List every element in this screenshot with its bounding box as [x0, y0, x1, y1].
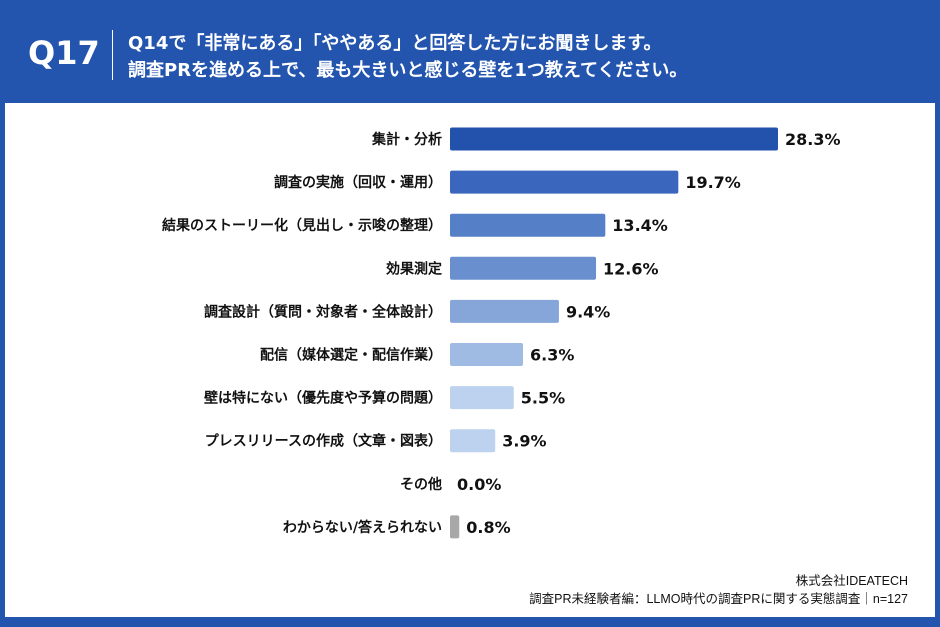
category-label: 効果測定	[386, 260, 442, 277]
header-divider	[112, 30, 113, 80]
value-label: 5.5%	[521, 389, 565, 408]
value-label: 6.3%	[530, 346, 574, 365]
bar	[450, 343, 524, 366]
value-label: 3.9%	[502, 432, 546, 451]
value-label: 12.6%	[603, 259, 659, 278]
source-note: 調査PR未経験者編：LLMO時代の調査PRに関する実態調査｜n=127	[529, 592, 908, 606]
bar	[450, 429, 496, 453]
bar	[450, 170, 679, 194]
bar	[450, 127, 778, 151]
value-label: 9.4%	[566, 302, 610, 321]
category-label: プレスリリースの作成（文章・図表）	[205, 433, 442, 450]
category-label: その他	[400, 476, 442, 493]
bar	[450, 213, 606, 237]
category-label: わからない/答えられない	[283, 519, 442, 536]
value-label: 28.3%	[785, 130, 841, 149]
bar	[450, 515, 460, 539]
question-number: Q17	[28, 34, 100, 72]
category-label: 結果のストーリー化（見出し・示唆の整理）	[162, 217, 442, 234]
bar	[450, 299, 559, 323]
category-label: 配信（媒体選定・配信作業）	[260, 347, 442, 364]
company-name: 株式会社IDEATECH	[795, 574, 908, 588]
value-label: 13.4%	[612, 216, 668, 235]
question-title: Q14で「非常にある」「ややある」と回答した方にお聞きします。 調査PRを進める…	[128, 30, 687, 84]
value-label: 0.8%	[466, 518, 510, 537]
bar	[450, 386, 514, 410]
category-label: 調査の実施（回収・運用）	[274, 174, 442, 191]
category-label: 集計・分析	[371, 131, 442, 148]
footer: 株式会社IDEATECH 調査PR未経験者編：LLMO時代の調査PRに関する実態…	[529, 572, 908, 608]
question-line-2: 調査PRを進める上で、最も大きいと感じる壁を1つ教えてください。	[128, 60, 688, 81]
category-label: 調査設計（質問・対象者・全体設計）	[204, 303, 442, 320]
value-label: 19.7%	[685, 173, 741, 192]
question-line-1: Q14で「非常にある」「ややある」と回答した方にお聞きします。	[128, 33, 662, 54]
bar	[450, 256, 597, 280]
value-label: 0.0%	[457, 475, 501, 494]
category-label: 壁は特にない（優先度や予算の問題）	[204, 390, 442, 407]
